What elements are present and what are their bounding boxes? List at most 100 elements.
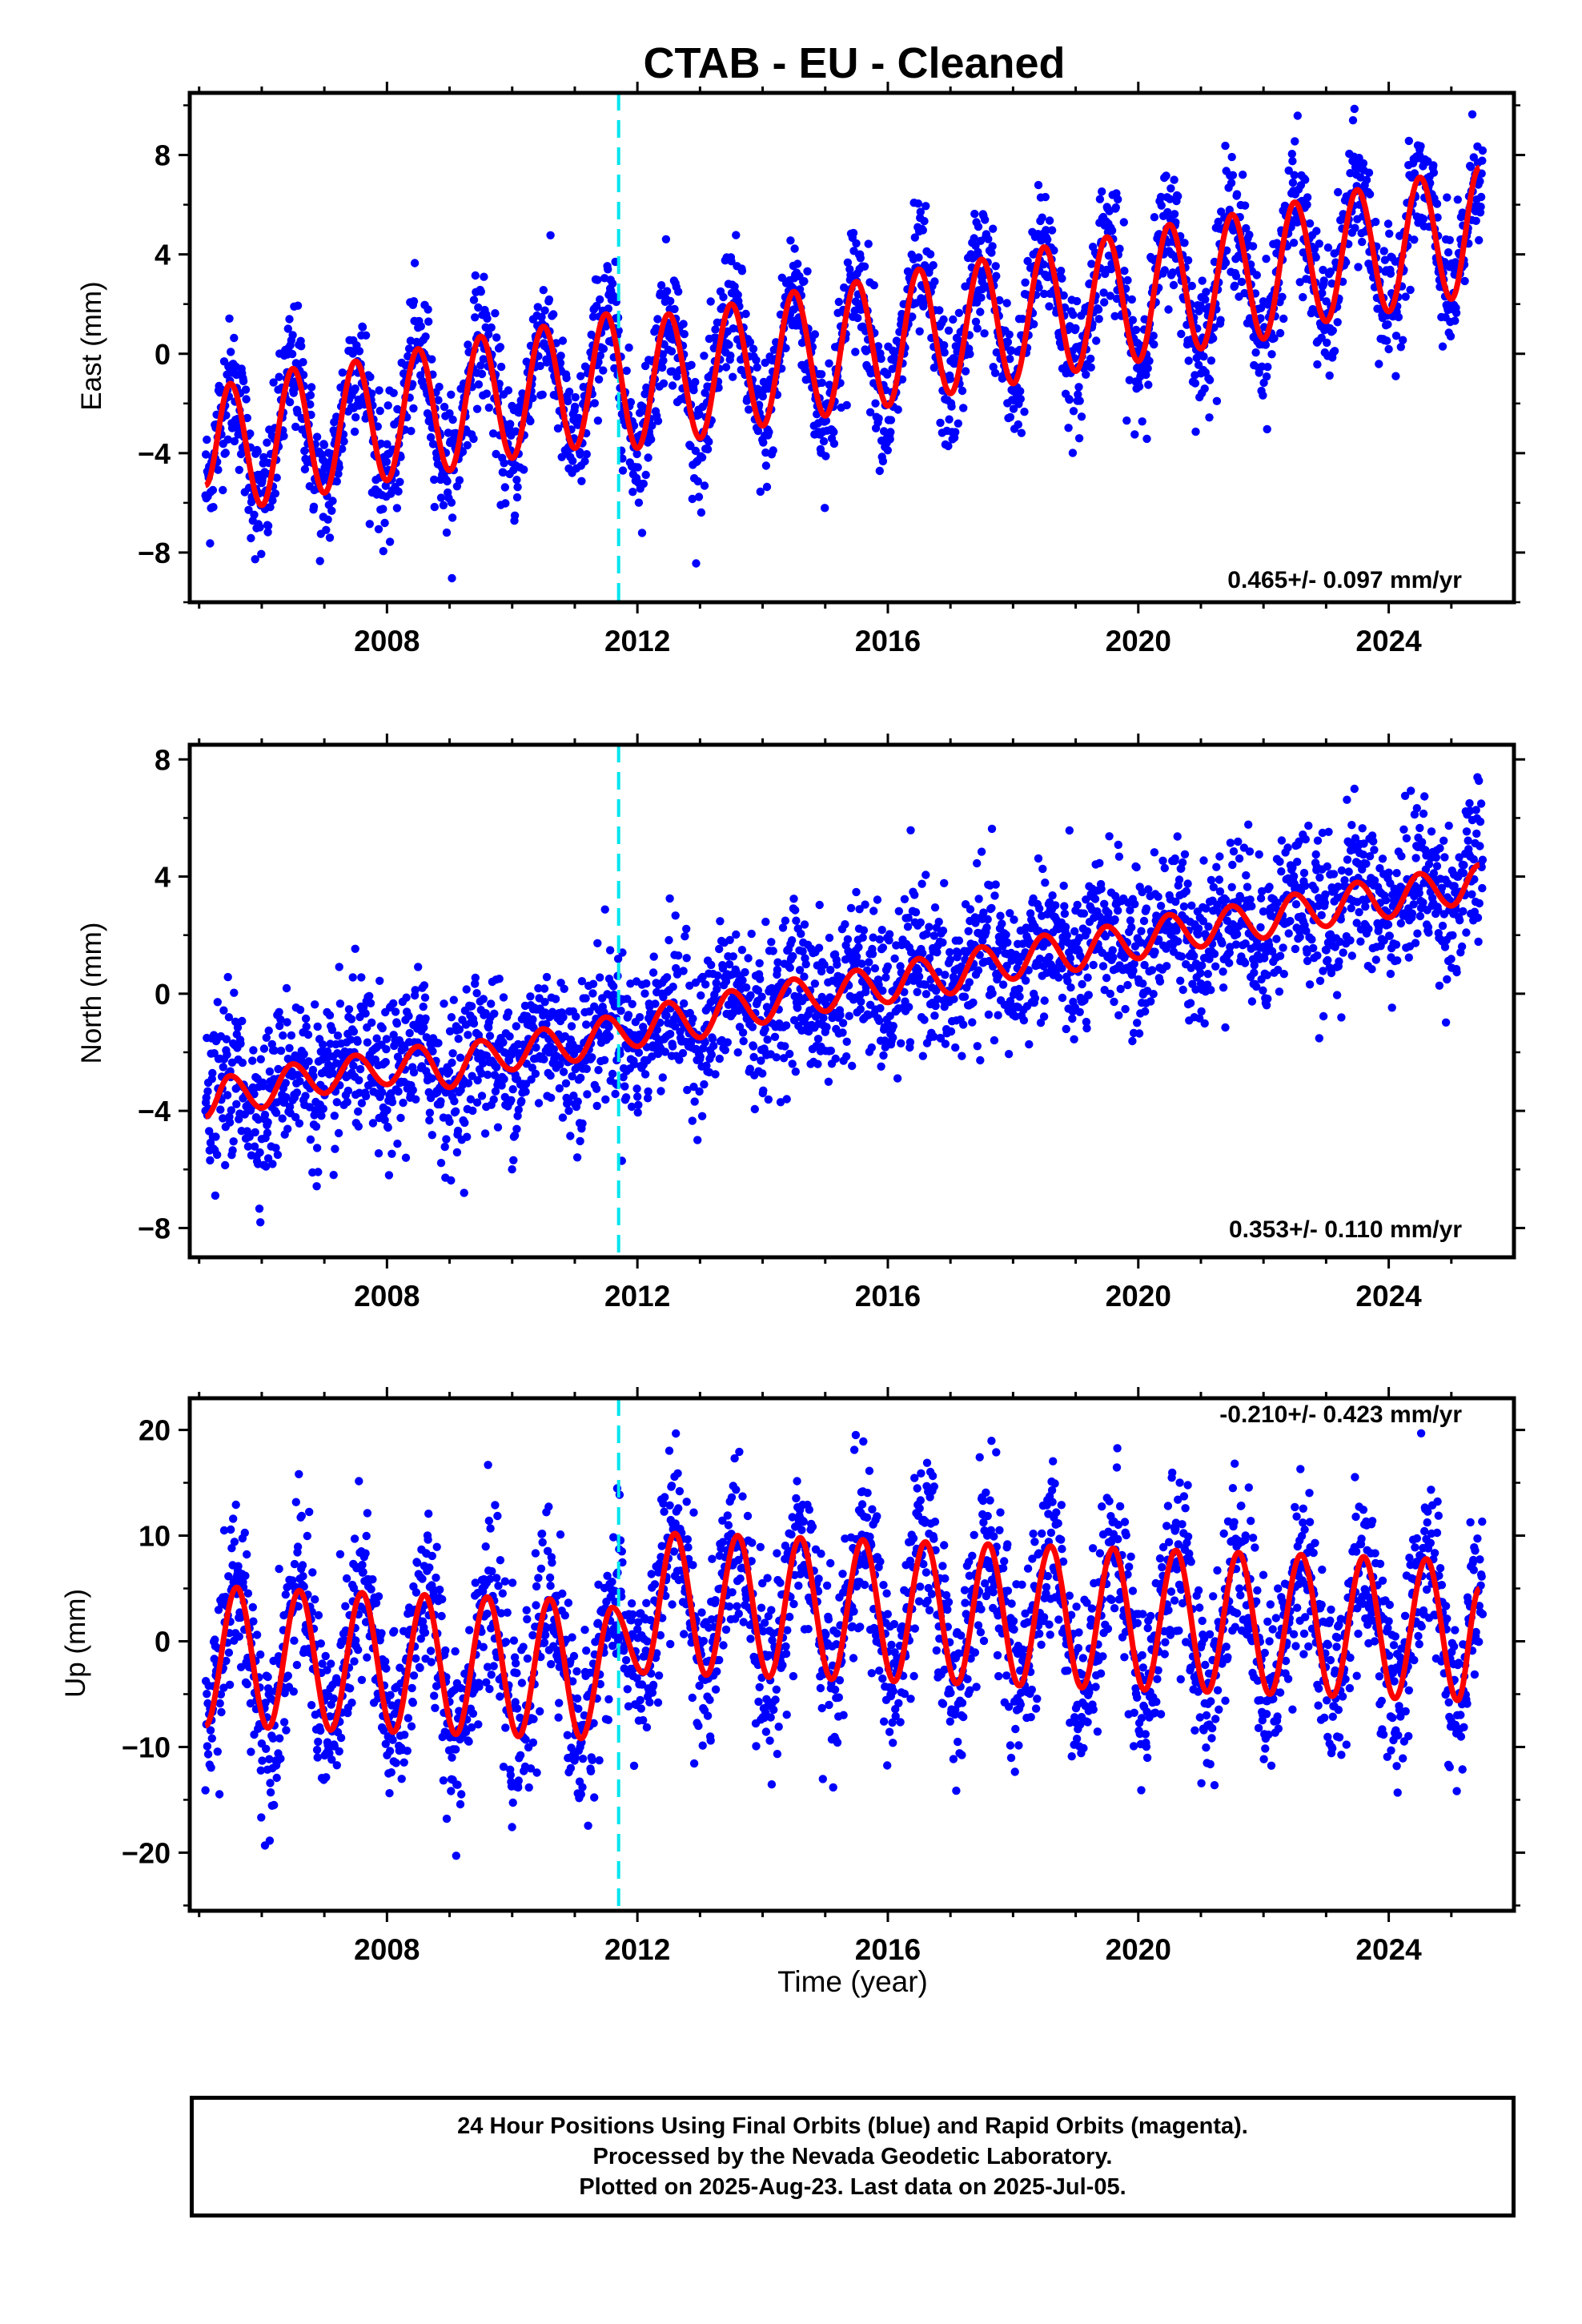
data-point: [480, 1129, 490, 1138]
data-point: [577, 476, 586, 485]
data-point: [689, 386, 698, 395]
data-point: [649, 952, 658, 961]
data-point: [1227, 152, 1236, 162]
data-point: [206, 1156, 215, 1165]
data-point: [1226, 838, 1235, 847]
data-point: [312, 432, 322, 441]
data-point: [1079, 909, 1089, 918]
data-point: [1150, 848, 1159, 857]
data-point: [1394, 312, 1403, 322]
data-point: [697, 508, 706, 517]
data-point: [424, 305, 432, 314]
data-point: [389, 999, 398, 1008]
data-point: [1209, 334, 1218, 343]
data-point: [1131, 325, 1141, 335]
data-point: [255, 1204, 264, 1213]
data-point: [621, 1093, 631, 1102]
data-point: [488, 429, 498, 438]
data-point: [930, 277, 939, 286]
data-point: [374, 1149, 383, 1158]
data-point: [706, 297, 715, 306]
data-point: [582, 1064, 591, 1074]
data-point: [452, 1148, 462, 1157]
data-point: [444, 1067, 454, 1076]
data-point: [876, 1003, 885, 1013]
data-point: [810, 330, 820, 339]
data-point: [425, 1108, 435, 1117]
data-point: [1212, 396, 1222, 405]
data-point: [583, 1090, 592, 1099]
data-point: [443, 476, 452, 486]
data-point: [293, 301, 303, 310]
data-point: [1187, 281, 1197, 291]
data-point: [1045, 216, 1054, 225]
data-point: [447, 1176, 456, 1185]
data-point: [489, 1095, 498, 1104]
data-point: [449, 995, 458, 1004]
data-point: [394, 1087, 403, 1096]
data-point: [693, 476, 702, 486]
data-point: [283, 1018, 291, 1027]
data-point: [1476, 192, 1486, 202]
data-point: [637, 529, 647, 537]
data-point: [633, 463, 642, 472]
data-point: [1045, 302, 1054, 311]
data-point: [1138, 417, 1146, 426]
data-point: [492, 333, 501, 342]
data-point: [588, 312, 598, 321]
data-point: [1472, 216, 1480, 225]
data-point: [501, 499, 510, 508]
data-point: [1045, 952, 1054, 962]
data-point: [682, 954, 691, 963]
data-point: [1201, 295, 1210, 304]
data-point: [378, 1023, 387, 1033]
data-point: [790, 244, 799, 253]
data-point: [732, 231, 741, 239]
data-point: [540, 1055, 548, 1063]
chart-title: CTAB - EU - Cleaned: [643, 39, 1065, 87]
data-point: [852, 239, 861, 248]
data-point: [383, 401, 392, 410]
data-point: [926, 250, 935, 259]
data-point: [299, 1050, 308, 1059]
data-point: [556, 359, 565, 368]
data-point: [609, 982, 618, 991]
data-point: [223, 972, 232, 982]
data-point: [355, 1076, 363, 1085]
data-point: [977, 293, 986, 302]
panel-east: East (mm) 0.465+/- 0.097 mm/yr −8−404820…: [76, 82, 1525, 657]
data-point: [914, 972, 924, 981]
data-point: [1150, 340, 1158, 349]
data-point: [1259, 391, 1267, 400]
data-point: [309, 502, 319, 511]
data-point: [471, 313, 480, 322]
data-point: [256, 1218, 265, 1227]
data-point: [697, 453, 707, 462]
data-point: [407, 427, 416, 436]
data-point: [821, 416, 831, 425]
data-point: [1065, 826, 1074, 835]
data-point: [821, 452, 830, 460]
data-point: [665, 324, 673, 332]
data-point: [626, 398, 636, 407]
data-point: [1211, 962, 1220, 971]
data-point: [971, 317, 981, 326]
data-point: [1155, 977, 1165, 986]
data-point: [387, 1098, 397, 1107]
data-point: [647, 435, 656, 444]
data-point: [295, 1005, 305, 1015]
data-point: [512, 476, 521, 485]
data-point: [456, 1053, 465, 1063]
data-point: [1365, 190, 1375, 199]
data-point: [404, 1011, 413, 1020]
data-point: [208, 1068, 217, 1078]
data-point: [1180, 239, 1189, 247]
data-point: [469, 296, 479, 304]
data-point: [638, 402, 647, 411]
data-point: [260, 1110, 270, 1120]
data-point: [375, 386, 383, 395]
data-point: [1384, 344, 1393, 354]
data-point: [1048, 891, 1057, 900]
data-point: [1179, 902, 1189, 911]
data-point: [1057, 267, 1066, 275]
